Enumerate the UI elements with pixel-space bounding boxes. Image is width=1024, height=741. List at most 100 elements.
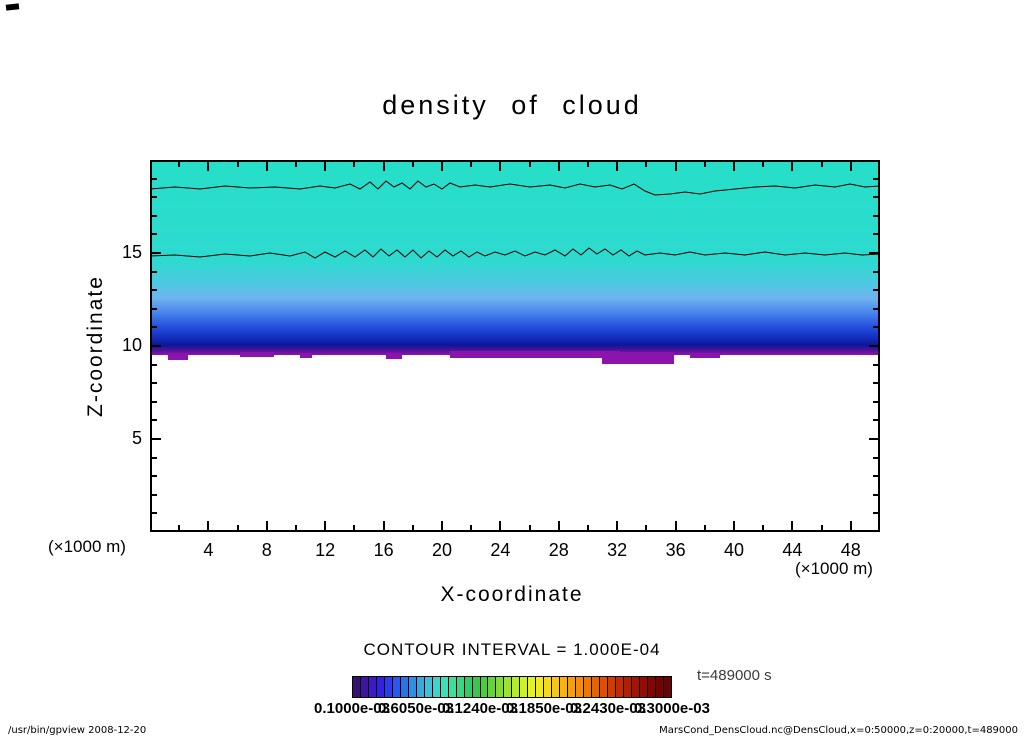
y-axis-tick (869, 345, 878, 347)
x-axis-tick (733, 521, 735, 530)
colorbar-strip (464, 677, 472, 697)
colorbar-strip (560, 677, 568, 697)
y-axis-tick (873, 512, 878, 515)
x-axis-tick (441, 162, 443, 171)
contour-lines-layer (150, 180, 880, 259)
x-axis-tick (528, 525, 531, 530)
y-axis-tick (873, 382, 878, 385)
x-axis-tick (295, 162, 297, 167)
y-axis-tick (152, 345, 161, 347)
x-tick-label: 8 (261, 540, 272, 560)
x-axis-tick (587, 525, 589, 530)
y-axis-tick (152, 456, 157, 459)
y-tick-label: 10 (121, 335, 142, 355)
colorbar-strip (456, 677, 464, 697)
y-axis-tick (152, 233, 157, 236)
x-axis-tick (236, 162, 239, 167)
y-axis-tick (152, 438, 161, 440)
y-axis-tick (873, 196, 878, 199)
x-axis-tick (616, 162, 619, 171)
x-tick-label: 24 (490, 540, 511, 560)
colorbar-strip (528, 677, 536, 697)
x-axis-tick (324, 162, 327, 171)
x-axis-tick (645, 162, 648, 167)
time-label: t=489000 s (697, 667, 772, 684)
colorbar-strip (520, 677, 528, 697)
cloud-base-irregularity (690, 353, 720, 358)
y-axis-tick (152, 252, 161, 254)
x-axis-tick (470, 525, 473, 530)
cloud-base-irregularity (602, 352, 674, 364)
x-axis-tick (587, 162, 589, 167)
y-axis-tick (152, 196, 157, 199)
y-axis-tick (873, 214, 878, 217)
x-axis-tick (762, 162, 765, 167)
y-axis-tick (152, 214, 157, 217)
x-tick-label: 20 (431, 540, 453, 560)
x-axis-tick (441, 521, 443, 530)
colorbar-labels: 0.1000e-03 0.6050e-03 0.1240e-03 0.1850e-03… (314, 700, 710, 718)
x-axis-tick (645, 525, 648, 530)
colorbar-strip (600, 677, 607, 697)
x-axis-tick (557, 521, 560, 530)
y-axis-tick (152, 289, 157, 292)
x-axis-tick (353, 525, 356, 530)
colorbar-strip (504, 677, 512, 697)
colorbar-strip (440, 677, 448, 697)
colorbar-strip (472, 677, 480, 697)
x-axis-tick (674, 162, 677, 171)
x-axis-tick (499, 162, 502, 171)
x-tick-label: 4 (203, 540, 214, 560)
colorbar-strip (552, 677, 560, 697)
y-axis-tick (873, 475, 878, 478)
colorbar-strip (512, 677, 520, 697)
y-axis-tick (152, 400, 157, 403)
y-axis-tick (873, 270, 878, 273)
x-axis-title: X-coordinate (440, 583, 584, 606)
colorbar-strip (663, 677, 671, 697)
colorbar-strip (376, 677, 384, 697)
x-axis-tick (674, 521, 677, 530)
colorbar-strip (639, 677, 647, 697)
cloud-base-irregularity (300, 353, 312, 358)
x-tick-label: 44 (782, 540, 803, 560)
x-axis-tick (820, 525, 823, 530)
cloud-base-irregularity (240, 352, 274, 357)
x-axis-tick (762, 525, 765, 530)
y-axis-tick (152, 177, 157, 180)
y-axis-tick (873, 400, 878, 403)
x-axis-tick (528, 162, 531, 167)
colorbar-strip (608, 677, 615, 697)
x-tick-label: 32 (607, 540, 628, 560)
colorbar-strip (568, 677, 576, 697)
colorbar-tick-label: 0.1000e-03 (314, 700, 390, 717)
y-axis-unit: (×1000 m) (48, 537, 126, 556)
colorbar-strip (368, 677, 376, 697)
contour-interval-label: CONTOUR INTERVAL = 1.000E-04 (363, 640, 661, 659)
x-tick-label: 36 (665, 540, 686, 560)
y-axis-tick (152, 270, 157, 273)
colorbar-strip (496, 677, 504, 697)
colorbar-tick-label: 0.3000e-03 (634, 700, 710, 717)
contour-line-upper (150, 180, 880, 196)
y-axis-tick (873, 363, 878, 366)
colorbar-strip (488, 677, 496, 697)
y-axis-tick (152, 307, 157, 310)
cloud-base-irregularity (168, 353, 188, 360)
x-axis-tick (353, 162, 356, 167)
colorbar-strip (448, 677, 456, 697)
y-axis-tick (152, 493, 157, 496)
x-axis-tick (236, 525, 239, 530)
x-axis-tick (265, 162, 268, 171)
colorbar-strip (400, 677, 408, 697)
x-axis-tick (791, 162, 794, 171)
colorbar-strip (360, 677, 368, 697)
x-axis-tick (470, 162, 473, 167)
colorbar-tick-label: 0.1850e-03 (506, 700, 582, 717)
y-axis-tick (152, 382, 157, 385)
y-axis-tick (873, 177, 878, 180)
x-axis-tick (382, 162, 385, 171)
x-axis-tick (207, 521, 210, 530)
colorbar-strip (615, 677, 623, 697)
